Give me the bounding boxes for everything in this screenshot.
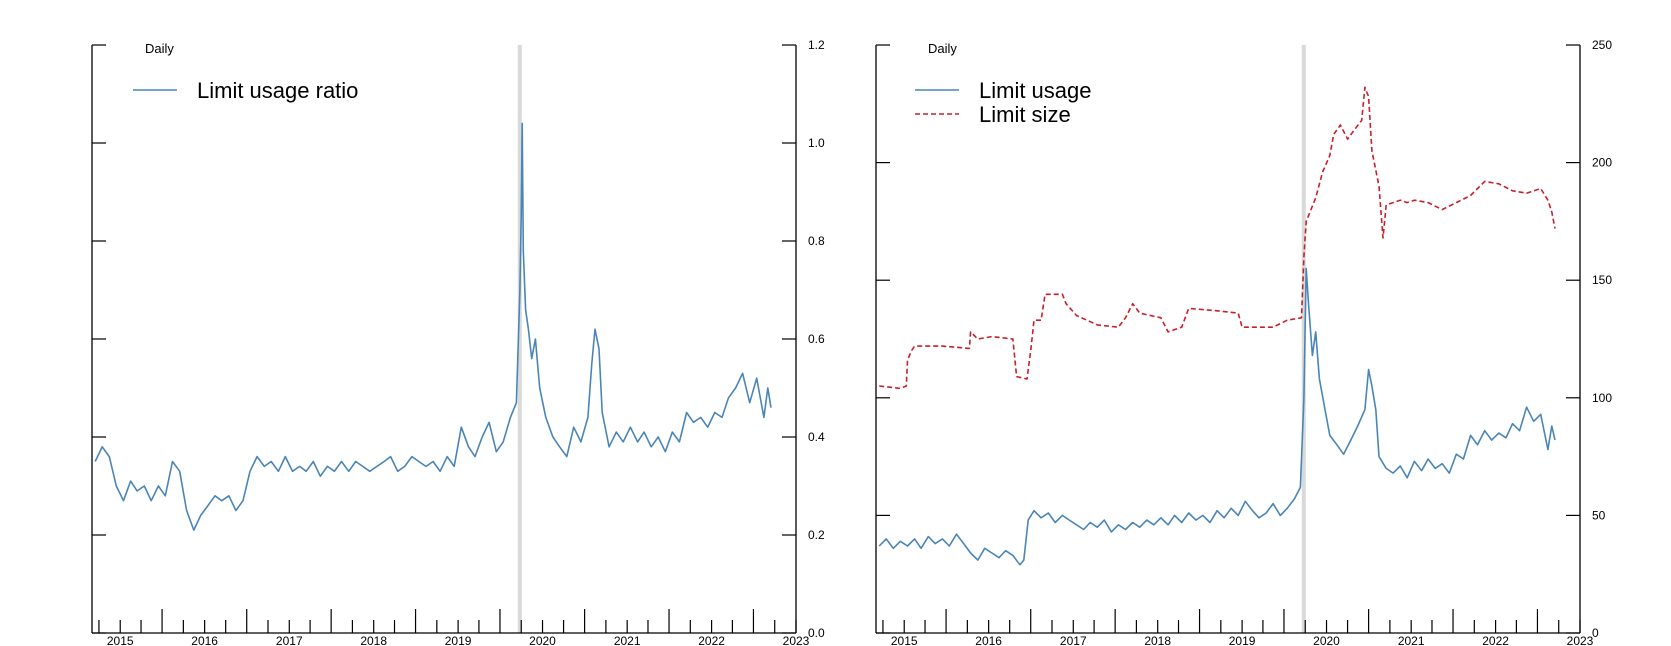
y-tick-label: 200 [1592,156,1612,170]
x-tick-label: 2021 [1398,634,1425,646]
y-tick-label: 1.2 [808,38,825,52]
x-tick-label: 2022 [698,634,725,646]
x-tick-label: 2015 [891,634,918,646]
x-tick-label: 2021 [614,634,641,646]
x-tick-label: 2016 [975,634,1002,646]
y-tick-label: 0 [1592,626,1599,640]
x-tick-label: 2018 [360,634,387,646]
y-tick-label: 1.0 [808,136,825,150]
y-tick-label: 100 [1592,391,1612,405]
x-tick-label: 2022 [1482,634,1509,646]
legend-label: Limit size [979,102,1071,127]
x-tick-label: 2023 [783,634,810,646]
y-tick-label: 0.2 [808,528,825,542]
y-tick-label: 150 [1592,273,1612,287]
x-tick-label: 2020 [1313,634,1340,646]
x-tick-label: 2020 [529,634,556,646]
y-tick-label: 0.6 [808,332,825,346]
legend-label: Limit usage [979,78,1092,103]
x-tick-label: 2015 [107,634,134,646]
x-tick-label: 2018 [1144,634,1171,646]
y-tick-label: 0.8 [808,234,825,248]
y-tick-label: 0.4 [808,430,825,444]
series-line-limit-usage [878,267,1556,566]
series-line-limit-usage-ratio [94,122,772,531]
x-tick-label: 2019 [1229,634,1256,646]
x-tick-label: 2017 [276,634,303,646]
x-tick-label: 2016 [191,634,218,646]
shaded-period [517,45,522,633]
legend-label: Limit usage ratio [197,78,358,103]
x-tick-label: 2017 [1060,634,1087,646]
frequency-label: Daily [145,41,174,56]
chart-panel-1: 0.0 0.2 0.4 0.6 0.8 1.0 1.2 2015 2016 2017 2018 201… [91,38,825,646]
y-tick-label: 250 [1592,38,1612,52]
y-tick-label: 0.0 [808,626,825,640]
chart-panel-2: 0 50 100 150 200 250 2015 2016 2017 2018 2019 2020 2… [875,38,1612,646]
series-line-limit-size [879,86,1556,390]
frequency-label: Daily [928,41,957,56]
y-tick-label: 50 [1592,508,1606,522]
x-tick-label: 2023 [1567,634,1594,646]
x-tick-label: 2019 [445,634,472,646]
shaded-period [1301,45,1306,633]
